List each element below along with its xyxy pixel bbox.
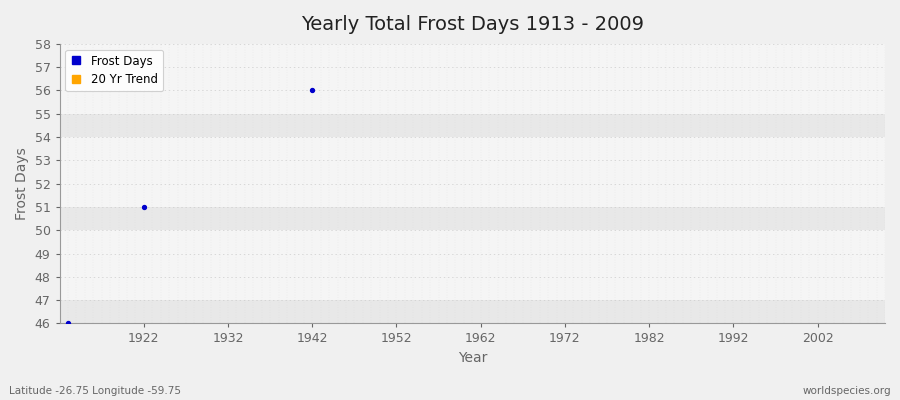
- Point: [137, 204, 151, 210]
- Bar: [59, 300, 885, 324]
- Bar: [59, 254, 885, 277]
- Bar: [59, 67, 885, 90]
- Text: worldspecies.org: worldspecies.org: [803, 386, 891, 396]
- Point: [305, 87, 320, 94]
- Bar: [59, 207, 885, 230]
- Legend: Frost Days, 20 Yr Trend: Frost Days, 20 Yr Trend: [66, 50, 163, 91]
- Title: Yearly Total Frost Days 1913 - 2009: Yearly Total Frost Days 1913 - 2009: [301, 15, 644, 34]
- Bar: [59, 160, 885, 184]
- Y-axis label: Frost Days: Frost Days: [15, 147, 29, 220]
- Text: Latitude -26.75 Longitude -59.75: Latitude -26.75 Longitude -59.75: [9, 386, 181, 396]
- Bar: [59, 114, 885, 137]
- X-axis label: Year: Year: [457, 351, 487, 365]
- Point: [61, 320, 76, 327]
